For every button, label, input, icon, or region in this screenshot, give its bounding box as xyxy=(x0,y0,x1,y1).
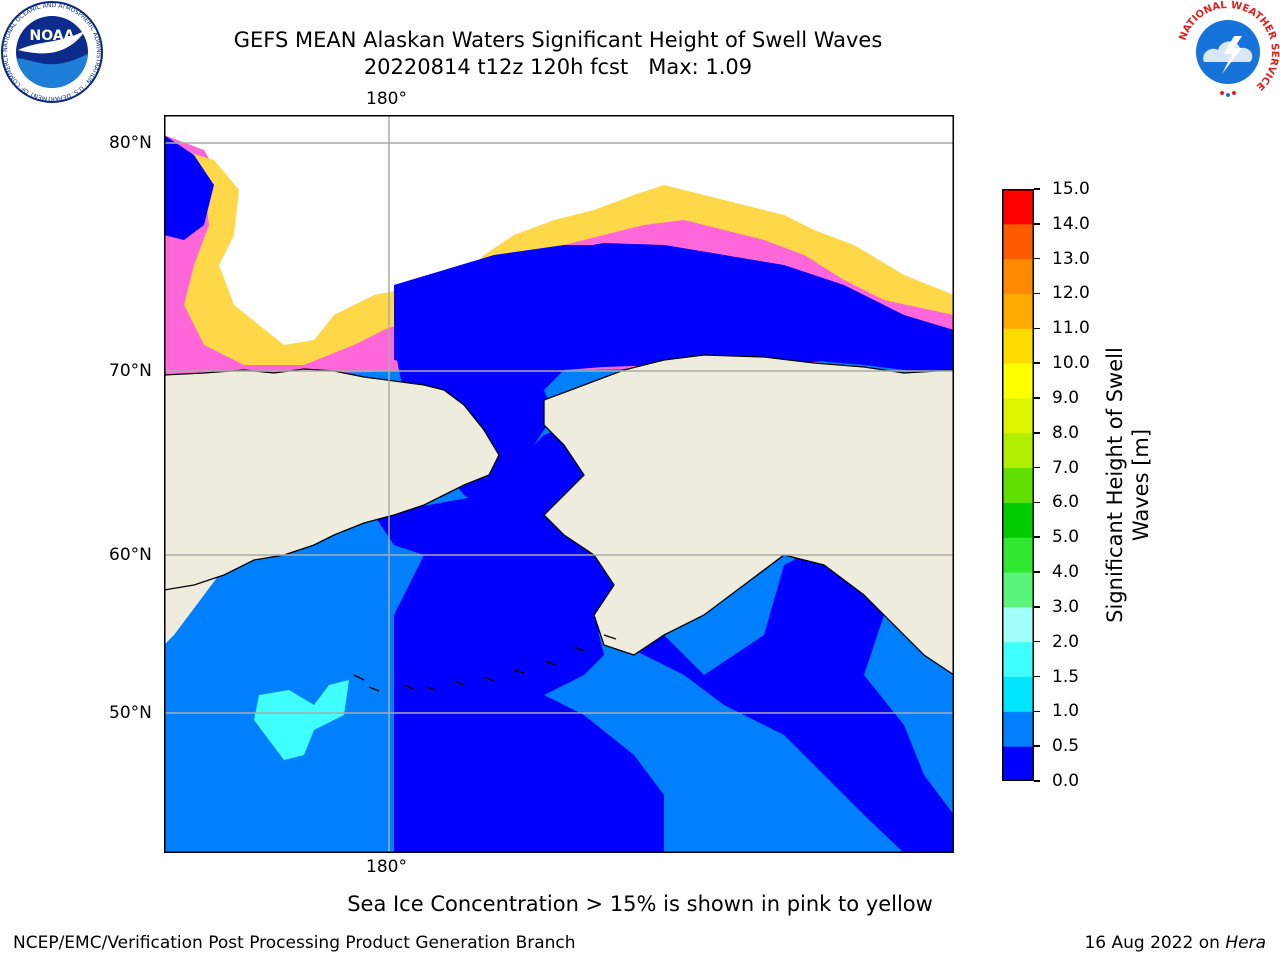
colorbar-tick-label: 4.0 xyxy=(1052,562,1080,583)
colorbar-block xyxy=(1002,711,1034,747)
colorbar-tick-label: 1.5 xyxy=(1052,666,1080,687)
alaska-swell-map xyxy=(164,115,954,853)
lon-label-bottom: 180° xyxy=(366,857,407,877)
land-siberia xyxy=(164,369,499,590)
colorbar-tick-mark xyxy=(1034,675,1040,678)
coastline-alaska xyxy=(543,354,954,676)
lat-label-50n: 50°N xyxy=(109,703,152,723)
map-subtitle: 20220814 t12z 120h fcst Max: 1.09 xyxy=(363,55,753,79)
colorbar-tick-mark xyxy=(1034,362,1040,364)
colorbar-block xyxy=(1002,746,1034,781)
colorbar-tick-mark xyxy=(1034,606,1040,608)
colorbar-block xyxy=(1002,328,1034,364)
colorbar-tick-label: 7.0 xyxy=(1052,457,1080,478)
colorbar-tick-mark xyxy=(1034,188,1040,190)
colorbar-block xyxy=(1002,467,1034,503)
colorbar-tick-mark xyxy=(1034,432,1040,434)
colorbar-block xyxy=(1002,502,1034,538)
colorbar-tick-label: 0.0 xyxy=(1052,771,1080,791)
lat-label-60n: 60°N xyxy=(109,545,152,565)
colorbar-block xyxy=(1002,189,1034,225)
colorbar-tick-mark xyxy=(1034,466,1040,469)
colorbar-block xyxy=(1002,258,1034,294)
footer-host: Hera xyxy=(1225,933,1266,953)
colorbar-block xyxy=(1002,397,1034,434)
colorbar-tick-mark xyxy=(1034,710,1040,713)
colorbar-tick-label: 9.0 xyxy=(1052,387,1080,408)
map-frame xyxy=(164,115,954,853)
colorbar-block xyxy=(1002,606,1034,643)
land-alaska xyxy=(544,355,954,675)
colorbar-tick-mark xyxy=(1034,223,1040,225)
colorbar-tick-label: 2.0 xyxy=(1052,631,1080,652)
colorbar-tick-label: 13.0 xyxy=(1052,248,1090,269)
colorbar-tick-mark xyxy=(1034,536,1040,538)
colorbar-block xyxy=(1002,537,1034,573)
colorbar-tick-mark xyxy=(1034,501,1040,504)
colorbar-tick-mark xyxy=(1034,257,1040,260)
colorbar xyxy=(1002,189,1034,781)
colorbar-tick-label: 6.0 xyxy=(1052,492,1080,513)
colorbar-label: Significant Height of Swell Waves [m] xyxy=(1103,347,1153,623)
colorbar-block xyxy=(1002,223,1034,260)
colorbar-tick-mark xyxy=(1034,397,1040,399)
colorbar-block xyxy=(1002,432,1034,469)
colorbar-block xyxy=(1002,676,1034,712)
coastline-siberia xyxy=(164,368,500,591)
chukchi-bering-blue xyxy=(394,245,954,735)
nws-logo: NATIONAL WEATHER SERVICE xyxy=(1178,0,1280,102)
aleutian-islands xyxy=(353,634,617,692)
colorbar-frame xyxy=(1002,189,1034,781)
colorbar-tick-mark xyxy=(1034,780,1040,782)
colorbar-tick-label: 0.5 xyxy=(1052,736,1080,757)
colorbar-block xyxy=(1002,363,1034,399)
sea-ice-note: Sea Ice Concentration > 15% is shown in … xyxy=(347,892,933,916)
colorbar-tick-mark xyxy=(1034,327,1040,330)
colorbar-tick-mark xyxy=(1034,571,1040,573)
colorbar-tick-label: 1.0 xyxy=(1052,701,1080,722)
lat-label-80n: 80°N xyxy=(109,133,152,153)
map-title: GEFS MEAN Alaskan Waters Significant Hei… xyxy=(233,28,883,52)
colorbar-tick-mark xyxy=(1034,292,1040,295)
colorbar-tick-label: 11.0 xyxy=(1052,318,1090,339)
colorbar-block xyxy=(1002,572,1034,608)
colorbar-tick-label: 10.0 xyxy=(1052,353,1090,374)
colorbar-tick-mark xyxy=(1034,745,1040,747)
colorbar-tick-label: 15.0 xyxy=(1052,179,1090,199)
footer-date: 16 Aug 2022 on Hera xyxy=(1084,933,1266,953)
colorbar-tick-label: 12.0 xyxy=(1052,283,1090,304)
colorbar-tick-label: 14.0 xyxy=(1052,213,1090,234)
noaa-logo: NATIONAL OCEANIC AND ATMOSPHERIC ADMINIS… xyxy=(1,1,103,103)
lat-label-70n: 70°N xyxy=(109,361,152,381)
colorbar-tick-label: 3.0 xyxy=(1052,596,1080,617)
colorbar-tick-mark xyxy=(1034,640,1040,643)
noaa-logo-text: NOAA xyxy=(30,28,75,44)
colorbar-block xyxy=(1002,293,1034,329)
colorbar-tick-label: 8.0 xyxy=(1052,422,1080,443)
land-kamchatka xyxy=(164,575,219,645)
lon-label-top: 180° xyxy=(366,89,407,109)
colorbar-tick-label: 5.0 xyxy=(1052,527,1080,548)
footer-branch: NCEP/EMC/Verification Post Processing Pr… xyxy=(13,933,576,953)
cyan-swell-patch xyxy=(254,680,349,760)
ice-yellow-fringe xyxy=(164,145,954,365)
colorbar-block xyxy=(1002,641,1034,678)
footer-date-text: 16 Aug 2022 on xyxy=(1084,933,1226,953)
